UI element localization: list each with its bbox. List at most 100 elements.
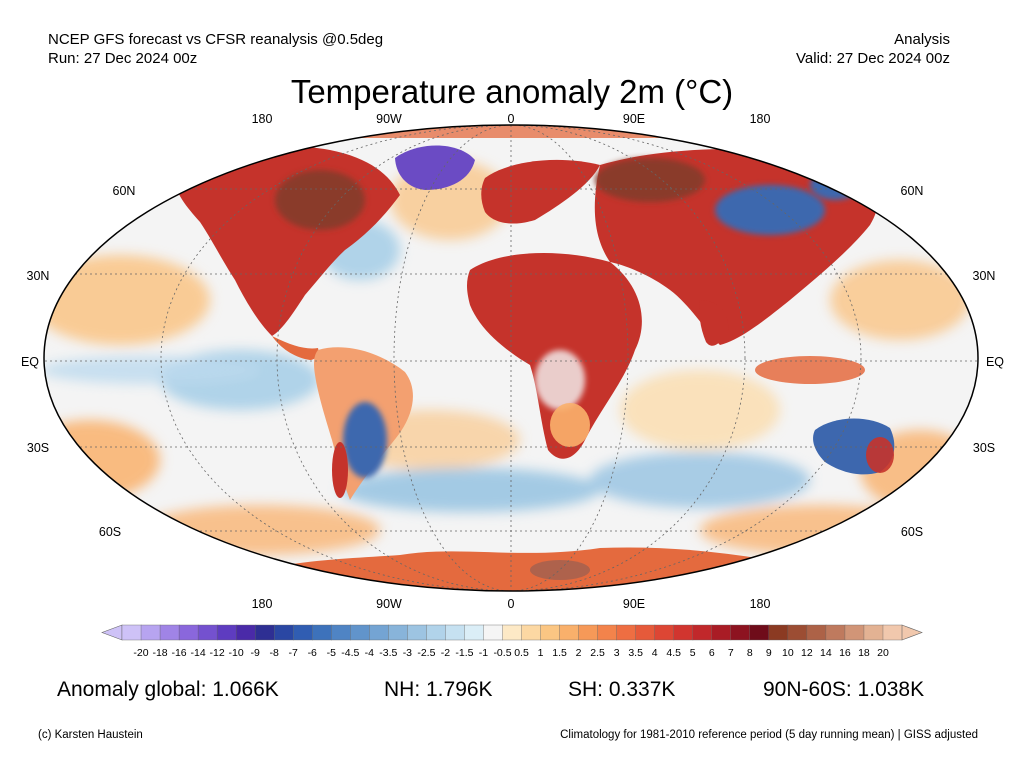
colorbar-swatch: [863, 624, 884, 641]
colorbar-tick-label: 16: [839, 647, 851, 659]
copyright: (c) Karsten Haustein: [38, 729, 143, 741]
colorbar-tick-label: -4.5: [341, 647, 359, 659]
colorbar-swatch: [121, 624, 142, 641]
colorbar-swatch: [844, 624, 865, 641]
colorbar-swatch: [616, 624, 637, 641]
colorbar-tick-label: -3: [403, 647, 412, 659]
lon-label-top: 90W: [376, 112, 402, 126]
climatology-note: Climatology for 1981-2010 reference peri…: [560, 729, 978, 741]
colorbar-swatch: [445, 624, 465, 641]
colorbar-tick-label: 2.5: [590, 647, 605, 659]
colorbar-tick-label: 4.5: [666, 647, 681, 659]
colorbar-tick-label: 10: [782, 647, 794, 659]
colorbar-tick-label: -6: [308, 647, 317, 659]
colorbar-tick-label: 8: [747, 647, 753, 659]
lat-label-right: 60S: [901, 525, 923, 539]
colorbar-tick-label: -9: [250, 647, 259, 659]
graticule: [44, 125, 978, 591]
colorbar-tick-label: -10: [229, 647, 244, 659]
stat-global: Anomaly global: 1.066K: [57, 678, 279, 701]
longitude-labels-top: 180 90W 0 90E 180: [252, 112, 771, 126]
colorbar-swatch: [483, 624, 503, 641]
colorbar-tick-label: -12: [210, 647, 225, 659]
colorbar-swatch: [635, 624, 656, 641]
lon-label-bottom: 90E: [623, 597, 645, 611]
colorbar-tick-label: 6: [709, 647, 715, 659]
colorbar-tick-label: 3.5: [628, 647, 643, 659]
colorbar-swatch: [388, 624, 408, 641]
lat-label-right: 30S: [973, 441, 995, 455]
colorbar: -20 -18 -16 -14 -12 -10 -9 -8 -7 -6 -5 -4.5 -4 -3.5 -3…: [101, 624, 923, 659]
colorbar-tick-label: -3.5: [379, 647, 397, 659]
colorbar-tick-label: -0.5: [493, 647, 511, 659]
colorbar-swatch: [254, 624, 275, 641]
lat-label-left: 60S: [99, 525, 121, 539]
colorbar-tick-label: 18: [858, 647, 870, 659]
lat-label-left: 30N: [27, 269, 50, 283]
colorbar-swatch: [216, 624, 237, 641]
colorbar-swatch: [235, 624, 256, 641]
colorbar-swatch: [350, 624, 370, 641]
colorbar-swatch: [597, 624, 618, 641]
lat-label-right: EQ: [986, 355, 1004, 369]
colorbar-swatch: [654, 624, 675, 641]
latitude-labels-right: 60N 30N EQ 30S 60S: [901, 184, 1005, 539]
colorbar-swatch: [692, 624, 713, 641]
colorbar-swatch: [293, 624, 313, 641]
colorbar-swatch: [140, 624, 161, 641]
colorbar-swatch: [787, 624, 808, 641]
colorbar-swatch: [711, 624, 732, 641]
colorbar-tick-label: 1.5: [552, 647, 567, 659]
lon-label-top: 0: [508, 112, 515, 126]
anomaly-stats: Anomaly global: 1.066K NH: 1.796K SH: 0.…: [0, 678, 1024, 708]
latitude-labels-left: 60N 30N EQ 30S 60S: [21, 184, 136, 539]
colorbar-tick-label: -1.5: [455, 647, 473, 659]
colorbar-swatch: [502, 624, 523, 641]
lat-label-left: EQ: [21, 355, 39, 369]
colorbar-tick-label: 4: [652, 647, 658, 659]
lon-label-bottom: 180: [252, 597, 273, 611]
stat-90n-60s: 90N-60S: 1.038K: [763, 678, 925, 701]
colorbar-low-arrow: [101, 624, 123, 641]
colorbar-swatch: [426, 624, 446, 641]
colorbar-swatch: [521, 624, 542, 641]
colorbar-tick-label: 20: [877, 647, 889, 659]
colorbar-swatch: [749, 624, 770, 641]
colorbar-tick-label: 5: [690, 647, 696, 659]
colorbar-tick-label: 9: [766, 647, 772, 659]
lon-label-top: 90E: [623, 112, 645, 126]
map-globe: [44, 125, 978, 591]
colorbar-swatch: [331, 624, 351, 641]
colorbar-tick-label: 14: [820, 647, 832, 659]
colorbar-swatch: [312, 624, 332, 641]
lon-label-bottom: 90W: [376, 597, 402, 611]
colorbar-swatch: [464, 624, 484, 641]
stat-sh: SH: 0.337K: [568, 678, 676, 701]
colorbar-tick-label: 2: [576, 647, 582, 659]
colorbar-swatch: [825, 624, 846, 641]
colorbar-tick-label: -1: [479, 647, 488, 659]
lon-label-bottom: 180: [750, 597, 771, 611]
colorbar-tick-label: -7: [289, 647, 298, 659]
colorbar-swatch: [730, 624, 751, 641]
analysis-label: Analysis: [894, 31, 950, 48]
stat-nh: NH: 1.796K: [384, 678, 493, 701]
globe-outline: [43, 124, 979, 592]
lon-label-bottom: 0: [508, 597, 515, 611]
colorbar-tick-label: -18: [152, 647, 167, 659]
run-time: Run: 27 Dec 2024 00z: [48, 50, 198, 67]
model-description: NCEP GFS forecast vs CFSR reanalysis @0.…: [48, 31, 384, 48]
colorbar-swatch: [273, 624, 294, 641]
colorbar-tick-label: -2.5: [417, 647, 435, 659]
colorbar-tick-label: -8: [270, 647, 279, 659]
valid-time: Valid: 27 Dec 2024 00z: [796, 50, 950, 67]
map-title: Temperature anomaly 2m (°C): [290, 73, 734, 110]
colorbar-swatch: [178, 624, 199, 641]
colorbar-swatch: [407, 624, 427, 641]
colorbar-swatch: [882, 624, 903, 641]
colorbar-swatch: [197, 624, 218, 641]
colorbar-swatch: [559, 624, 580, 641]
colorbar-tick-label: 3: [614, 647, 620, 659]
lat-label-left: 60N: [113, 184, 136, 198]
